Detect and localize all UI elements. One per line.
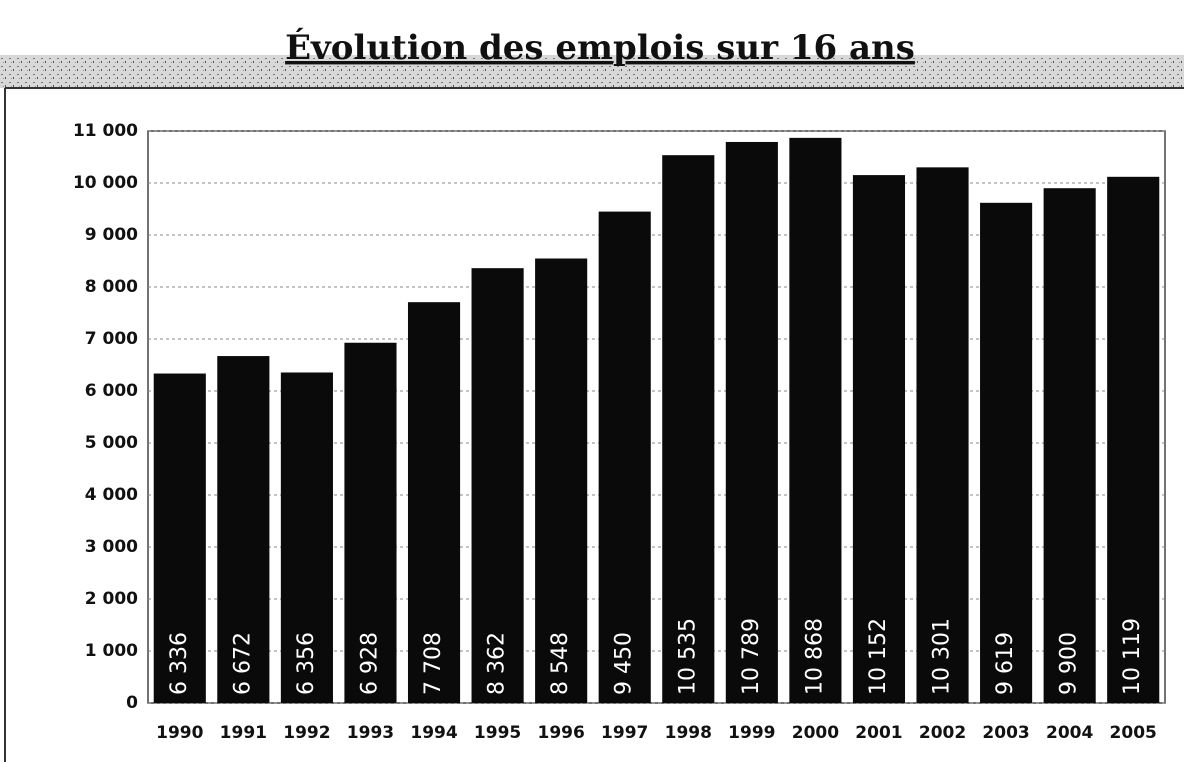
bar: [725, 141, 778, 704]
y-tick-label: 7 000: [85, 329, 138, 349]
bar: [217, 356, 270, 703]
value-label: 6 336: [167, 632, 192, 695]
x-tick-label: 2005: [1110, 723, 1157, 743]
y-tick-label: 4 000: [85, 485, 138, 505]
value-label: 9 619: [993, 632, 1018, 695]
value-label: 8 548: [548, 632, 573, 695]
value-label: 8 362: [485, 632, 510, 695]
value-label: 9 900: [1057, 632, 1082, 695]
bar: [662, 155, 715, 703]
x-tick-label: 1999: [728, 723, 775, 743]
y-tick-label: 11 000: [73, 121, 138, 141]
x-tick-label: 1998: [665, 723, 712, 743]
title-band: [0, 55, 1184, 88]
bar: [598, 211, 651, 703]
x-tick-label: 2002: [919, 723, 966, 743]
y-tick-label: 3 000: [85, 537, 138, 557]
x-tick-label: 2001: [855, 723, 902, 743]
bar: [153, 373, 206, 703]
value-label: 6 356: [294, 632, 319, 695]
bar: [852, 175, 906, 703]
chart-title: Évolution des emplois sur 16 ans: [285, 27, 915, 68]
x-tick-label: 1997: [601, 723, 648, 743]
bar: [471, 268, 524, 703]
value-label: 10 789: [739, 618, 764, 695]
bar: [407, 302, 461, 703]
value-label: 9 450: [612, 632, 637, 695]
value-label: 10 868: [802, 618, 827, 695]
value-label: 10 119: [1120, 618, 1145, 695]
value-label: 10 152: [866, 618, 891, 695]
y-tick-label: 9 000: [85, 225, 138, 245]
x-tick-label: 1992: [283, 723, 330, 743]
y-tick-label: 1 000: [85, 641, 138, 661]
y-tick-label: 2 000: [85, 589, 138, 609]
value-label: 10 535: [675, 618, 700, 695]
x-tick-label: 2003: [982, 723, 1029, 743]
x-tick-label: 2004: [1046, 723, 1093, 743]
bar: [1107, 176, 1160, 703]
bar: [535, 258, 588, 703]
x-tick-label: 1996: [537, 723, 584, 743]
bar: [280, 372, 333, 703]
y-tick-label: 10 000: [73, 173, 138, 193]
value-label: 7 708: [421, 632, 446, 695]
x-tick-label: 1993: [347, 723, 394, 743]
plot-area: [147, 130, 1166, 704]
bar: [1043, 188, 1096, 703]
value-label: 10 301: [930, 618, 955, 695]
y-tick-label: 0: [126, 693, 138, 713]
bar: [344, 342, 397, 703]
x-tick-label: 1991: [220, 723, 267, 743]
x-tick-label: 2000: [792, 723, 839, 743]
y-tick-label: 6 000: [85, 381, 138, 401]
x-tick-label: 1990: [156, 723, 203, 743]
value-label: 6 672: [230, 632, 255, 695]
bar: [789, 137, 842, 703]
y-tick-label: 8 000: [85, 277, 138, 297]
bar: [916, 167, 969, 703]
x-tick-label: 1995: [474, 723, 521, 743]
value-label: 6 928: [357, 632, 382, 695]
bar: [980, 202, 1033, 703]
y-tick-label: 5 000: [85, 433, 138, 453]
x-tick-label: 1994: [410, 723, 457, 743]
